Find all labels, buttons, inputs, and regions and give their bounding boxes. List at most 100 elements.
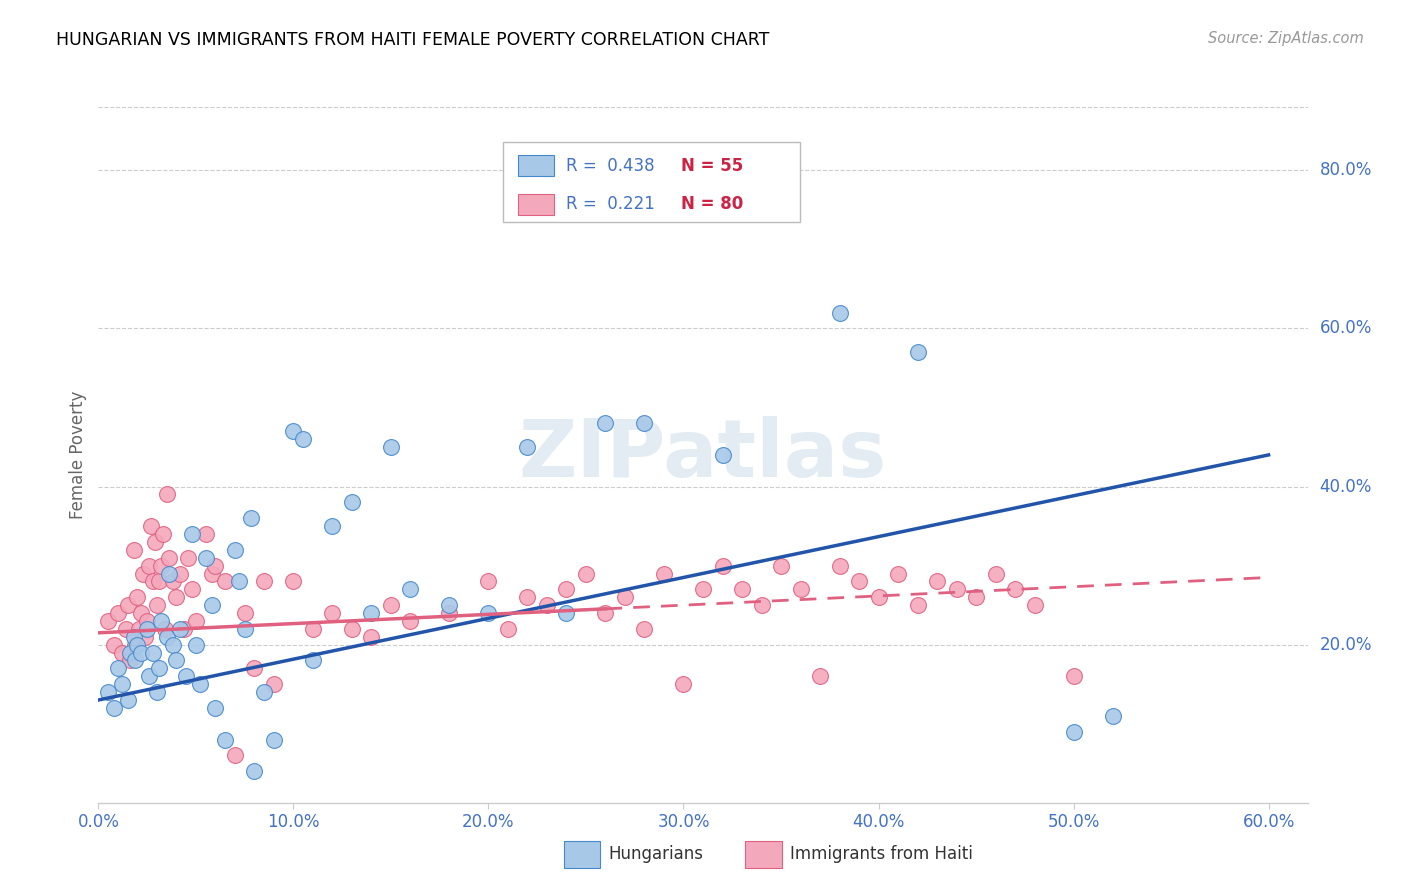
Point [477, 606, 499, 620]
Point [536, 598, 558, 612]
FancyBboxPatch shape [503, 142, 800, 222]
Point [138, 669, 160, 683]
Point [157, 550, 180, 565]
Point [134, 630, 156, 644]
Point [439, 598, 461, 612]
Point [321, 606, 343, 620]
Point [283, 574, 305, 589]
Point [789, 582, 811, 597]
Point [263, 677, 285, 691]
Point [380, 440, 402, 454]
Point [152, 527, 174, 541]
Point [731, 582, 754, 597]
Point [828, 305, 851, 319]
Point [243, 764, 266, 779]
Point [153, 622, 176, 636]
Point [907, 345, 929, 359]
Point [253, 685, 276, 699]
Text: N = 55: N = 55 [682, 157, 744, 175]
FancyBboxPatch shape [517, 194, 554, 215]
Point [439, 606, 461, 620]
Point [711, 448, 734, 462]
Point [302, 653, 325, 667]
Text: ZIPatlas: ZIPatlas [519, 416, 887, 494]
Point [253, 574, 276, 589]
Point [128, 622, 150, 636]
Text: R =  0.438: R = 0.438 [567, 157, 655, 175]
FancyBboxPatch shape [745, 841, 782, 868]
Point [194, 527, 217, 541]
Point [243, 661, 266, 675]
Point [143, 534, 166, 549]
Point [127, 638, 149, 652]
Point [204, 701, 226, 715]
Point [174, 669, 197, 683]
Point [233, 622, 256, 636]
Point [114, 622, 136, 636]
Point [200, 566, 222, 581]
Point [169, 622, 191, 636]
Point [107, 606, 129, 620]
Point [214, 732, 236, 747]
Text: HUNGARIAN VS IMMIGRANTS FROM HAITI FEMALE POVERTY CORRELATION CHART: HUNGARIAN VS IMMIGRANTS FROM HAITI FEMAL… [56, 31, 769, 49]
Point [945, 582, 967, 597]
Point [652, 566, 675, 581]
Point [340, 622, 363, 636]
Point [399, 582, 422, 597]
Point [555, 582, 578, 597]
Text: 80.0%: 80.0% [1320, 161, 1372, 179]
Point [302, 622, 325, 636]
Point [122, 542, 145, 557]
Point [239, 511, 262, 525]
Point [111, 646, 134, 660]
Point [162, 574, 184, 589]
Y-axis label: Female Poverty: Female Poverty [69, 391, 87, 519]
Point [595, 606, 617, 620]
Point [97, 614, 120, 628]
Point [1063, 669, 1085, 683]
Point [181, 582, 204, 597]
Point [555, 606, 578, 620]
Point [360, 606, 382, 620]
Point [828, 558, 851, 573]
Point [132, 566, 155, 581]
Point [477, 574, 499, 589]
Point [769, 558, 792, 573]
Point [181, 527, 204, 541]
Point [614, 591, 637, 605]
Text: N = 80: N = 80 [682, 195, 744, 213]
Point [516, 440, 538, 454]
Point [200, 598, 222, 612]
Point [117, 598, 139, 612]
Point [194, 550, 217, 565]
Point [228, 574, 250, 589]
Point [136, 622, 159, 636]
Point [595, 417, 617, 431]
Point [925, 574, 948, 589]
Point [868, 591, 890, 605]
Point [965, 591, 987, 605]
Point [131, 646, 153, 660]
Text: 20.0%: 20.0% [1320, 636, 1372, 654]
Point [516, 591, 538, 605]
Point [360, 630, 382, 644]
Point [148, 661, 170, 675]
Point [162, 638, 184, 652]
Text: 60.0%: 60.0% [1320, 319, 1372, 337]
Point [149, 558, 172, 573]
Point [1101, 708, 1123, 723]
Text: Immigrants from Haiti: Immigrants from Haiti [790, 845, 973, 863]
Point [142, 574, 165, 589]
Point [907, 598, 929, 612]
Point [848, 574, 870, 589]
Point [146, 685, 169, 699]
Point [672, 677, 695, 691]
FancyBboxPatch shape [517, 155, 554, 177]
Point [148, 574, 170, 589]
Text: Source: ZipAtlas.com: Source: ZipAtlas.com [1208, 31, 1364, 46]
Point [177, 550, 200, 565]
Point [984, 566, 1007, 581]
Point [188, 677, 211, 691]
Point [887, 566, 910, 581]
Point [496, 622, 519, 636]
